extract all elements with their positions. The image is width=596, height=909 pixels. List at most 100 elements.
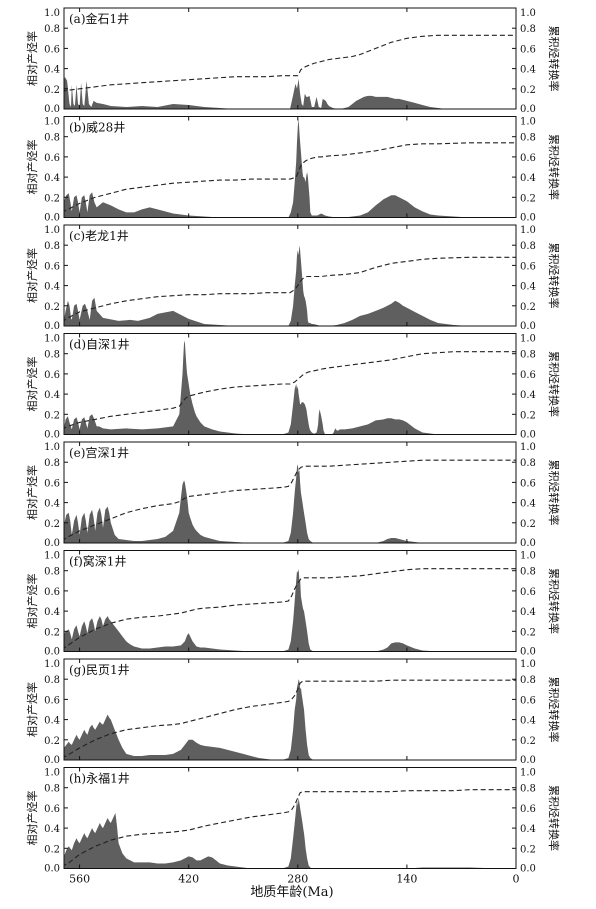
panel-frame	[63, 658, 517, 761]
y-tick-label-right: 0.4	[520, 607, 536, 618]
panel-h: 0.0 0.0 0.2 0.2 0.4 0.4 0.6 0.6 0.8 0.8 1.0 1.0 (h)永…	[25, 767, 561, 875]
y-tick-label-left: 0.8	[44, 24, 60, 35]
y-tick-label-left: 0.4	[44, 173, 60, 184]
y-tick-label-right: 0.8	[520, 675, 536, 686]
y-tick-label-left: 1.0	[44, 117, 60, 128]
y-tick-label-right: 0.6	[520, 370, 536, 381]
hydrocarbon-rate-area	[64, 76, 516, 109]
y-axis-label-right: 累积烃转换率	[547, 460, 561, 526]
y-tick-label-left: 0.0	[44, 213, 60, 224]
y-tick-label-right: 0.0	[520, 864, 536, 875]
hydrocarbon-rate-area	[64, 797, 516, 869]
y-tick-label-right: 0.2	[520, 844, 536, 855]
y-tick-label-left: 0.2	[44, 736, 60, 747]
panel-title: (d)自深1井	[69, 338, 130, 352]
panel-title: (g)民页1井	[69, 663, 130, 677]
y-axis-label-left: 相对产烃率	[25, 248, 39, 303]
y-tick-label-right: 0.8	[520, 567, 536, 578]
y-axis-label-left: 相对产烃率	[25, 140, 39, 195]
panel-f: 0.0 0.0 0.2 0.2 0.4 0.4 0.6 0.6 0.8 0.8 1.0 1.0 (f)窝…	[25, 550, 561, 658]
y-tick-label-right: 1.0	[520, 442, 536, 453]
panel-title: (h)永福1井	[69, 771, 130, 786]
panel-frame	[63, 550, 517, 652]
y-tick-label-left: 0.4	[44, 282, 60, 293]
y-tick-label-left: 0.6	[44, 695, 60, 706]
x-axis-label: 地质年龄(Ma)	[250, 885, 333, 900]
y-tick-label-right: 0.4	[520, 716, 536, 727]
y-tick-label-right: 0.8	[520, 350, 536, 361]
panel-a: 0.0 0.0 0.2 0.2 0.4 0.4 0.6 0.6 0.8 0.8 1.0 1.0 (a)金…	[25, 7, 561, 115]
y-tick-label-left: 0.0	[44, 321, 60, 332]
hydrocarbon-rate-area	[64, 679, 516, 760]
y-axis-label-left: 相对产烃率	[25, 682, 39, 737]
panel-title: (c)老龙1井	[69, 229, 129, 243]
y-tick-label-left: 0.4	[44, 716, 60, 727]
cumulative-conversion-line	[64, 34, 516, 92]
y-tick-label-right: 0.0	[520, 104, 536, 115]
y-tick-label-left: 0.6	[44, 804, 60, 815]
y-tick-label-left: 0.2	[44, 844, 60, 855]
cumulative-conversion-line	[64, 789, 516, 866]
y-tick-label-right: 0.2	[520, 736, 536, 747]
y-tick-label-left: 0.2	[44, 410, 60, 421]
y-tick-label-left: 0.2	[44, 85, 60, 96]
y-tick-label-right: 0.0	[520, 430, 536, 441]
panel-frame	[63, 224, 517, 327]
panel-frame	[63, 441, 517, 544]
y-tick-label-right: 0.2	[520, 410, 536, 421]
panel-frame	[63, 116, 517, 218]
y-tick-label-left: 0.0	[44, 538, 60, 549]
y-tick-label-right: 1.0	[520, 659, 536, 670]
y-axis-label-right: 累积烃转换率	[547, 243, 561, 309]
y-tick-label-left: 0.2	[44, 519, 60, 530]
y-tick-label-right: 0.6	[520, 695, 536, 706]
y-tick-label-right: 0.2	[520, 627, 536, 638]
y-axis-label-left: 相对产烃率	[25, 465, 39, 520]
y-tick-label-left: 0.6	[44, 44, 60, 55]
y-tick-label-left: 0.8	[44, 241, 60, 252]
y-tick-label-left: 0.6	[44, 587, 60, 598]
y-tick-label-left: 0.6	[44, 478, 60, 489]
y-tick-label-right: 0.4	[520, 824, 536, 835]
panel-frame	[63, 7, 517, 110]
y-axis-label-right: 累积烃转换率	[547, 26, 561, 92]
y-tick-label-left: 0.4	[44, 65, 60, 76]
y-tick-label-left: 0.8	[44, 675, 60, 686]
y-axis-label-left: 相对产烃率	[25, 574, 39, 629]
y-tick-label-right: 0.2	[520, 519, 536, 530]
cumulative-conversion-line	[64, 459, 516, 541]
y-tick-label-right: 1.0	[520, 768, 536, 779]
y-tick-label-left: 0.8	[44, 458, 60, 469]
y-tick-label-right: 0.0	[520, 213, 536, 224]
y-tick-label-left: 1.0	[44, 551, 60, 562]
x-tick-label: 140	[396, 873, 417, 886]
panel-title: (a)金石1井	[69, 11, 129, 26]
y-tick-label-left: 0.0	[44, 647, 60, 658]
y-axis-label-left: 相对产烃率	[25, 31, 39, 86]
cumulative-conversion-line	[64, 256, 516, 322]
y-tick-label-left: 1.0	[44, 442, 60, 453]
y-tick-label-left: 1.0	[44, 768, 60, 779]
panel-b: 0.0 0.0 0.2 0.2 0.4 0.4 0.6 0.6 0.8 0.8 1.0 1.0 (b)威…	[25, 116, 561, 224]
panel-frame	[63, 767, 517, 869]
y-tick-label-left: 0.4	[44, 824, 60, 835]
panel-frame	[63, 333, 517, 435]
y-tick-label-left: 0.8	[44, 567, 60, 578]
y-tick-label-right: 0.6	[520, 587, 536, 598]
y-tick-label-right: 0.4	[520, 390, 536, 401]
cumulative-conversion-line	[64, 142, 516, 212]
hydrocarbon-rate-area	[64, 245, 516, 326]
cumulative-conversion-line	[64, 679, 516, 758]
y-axis-label-right: 累积烃转换率	[547, 134, 561, 200]
y-tick-label-right: 0.0	[520, 755, 536, 766]
y-tick-label-right: 0.8	[520, 241, 536, 252]
y-tick-label-left: 0.4	[44, 390, 60, 401]
y-tick-label-right: 1.0	[520, 551, 536, 562]
hydrocarbon-rate-area	[64, 118, 516, 218]
y-axis-label-right: 累积烃转换率	[547, 351, 561, 417]
y-tick-label-left: 0.6	[44, 261, 60, 272]
hydrocarbon-rate-area	[64, 568, 516, 652]
y-tick-label-left: 0.8	[44, 133, 60, 144]
y-tick-label-right: 1.0	[520, 117, 536, 128]
